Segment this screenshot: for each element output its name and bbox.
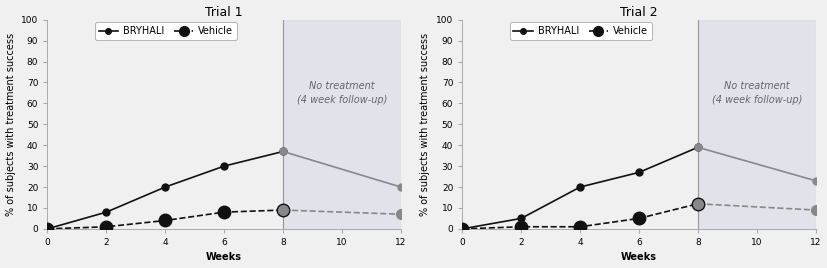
Legend: BRYHALI, Vehicle: BRYHALI, Vehicle [509,23,652,40]
Text: No treatment
(4 week follow-up): No treatment (4 week follow-up) [712,81,802,105]
Title: Trial 1: Trial 1 [205,6,243,18]
X-axis label: Weeks: Weeks [621,252,657,262]
Text: No treatment
(4 week follow-up): No treatment (4 week follow-up) [297,81,387,105]
Title: Trial 2: Trial 2 [620,6,657,18]
Y-axis label: % of subjects with treatment success: % of subjects with treatment success [6,33,16,216]
X-axis label: Weeks: Weeks [206,252,242,262]
Bar [698,20,815,229]
Bar [283,20,401,229]
Y-axis label: % of subjects with treatment success: % of subjects with treatment success [420,33,430,216]
Legend: BRYHALI, Vehicle: BRYHALI, Vehicle [94,23,237,40]
